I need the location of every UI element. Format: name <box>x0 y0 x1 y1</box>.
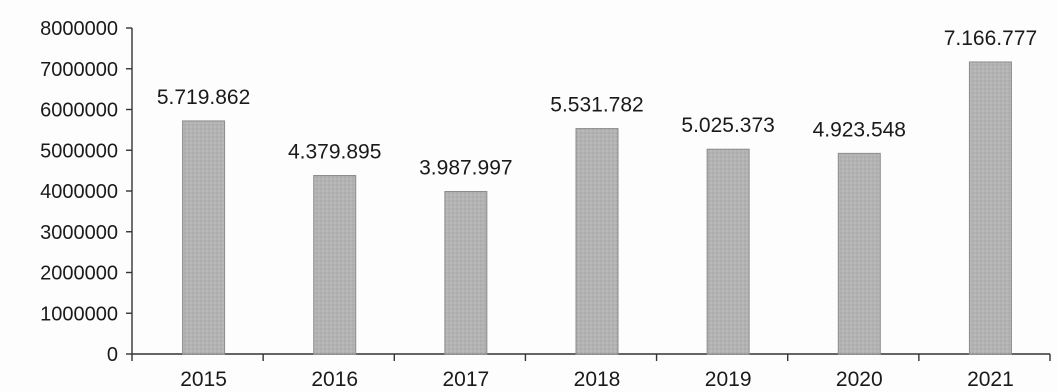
y-tick-label: 5000000 <box>40 140 118 162</box>
bar-2021 <box>969 62 1011 354</box>
y-tick-label: 1000000 <box>40 303 118 325</box>
x-category-label: 2020 <box>836 368 883 391</box>
y-tick-label: 8000000 <box>40 18 118 40</box>
x-category-label: 2019 <box>705 368 752 391</box>
bar-2018 <box>576 129 618 354</box>
y-tick-label: 2000000 <box>40 263 118 285</box>
y-tick-label: 0 <box>107 344 118 366</box>
data-label: 5.531.782 <box>550 94 643 117</box>
y-tick-label: 6000000 <box>40 100 118 122</box>
data-label: 4.379.895 <box>288 141 381 164</box>
data-label: 7.166.777 <box>944 27 1037 50</box>
data-label: 5.719.862 <box>157 86 250 109</box>
bar-2016 <box>314 176 356 354</box>
bar-2017 <box>445 191 487 354</box>
y-tick-label: 3000000 <box>40 222 118 244</box>
data-label: 3.987.997 <box>419 156 512 179</box>
x-category-label: 2017 <box>442 368 489 391</box>
bar-2015 <box>183 121 225 354</box>
y-tick-label: 4000000 <box>40 181 118 203</box>
x-category-label: 2018 <box>574 368 621 391</box>
data-label: 4.923.548 <box>813 118 906 141</box>
x-category-label: 2016 <box>311 368 358 391</box>
y-tick-label: 7000000 <box>40 59 118 81</box>
data-label: 5.025.373 <box>681 114 774 137</box>
x-category-label: 2015 <box>180 368 227 391</box>
x-axis: 2015 2016 2017 2018 2019 2020 2021 <box>132 354 1050 391</box>
bar-2020 <box>838 153 880 354</box>
bar-2019 <box>707 149 749 354</box>
x-category-label: 2021 <box>967 368 1014 391</box>
y-axis: 0 1000000 2000000 3000000 4000000 5000000 6000… <box>40 18 132 366</box>
